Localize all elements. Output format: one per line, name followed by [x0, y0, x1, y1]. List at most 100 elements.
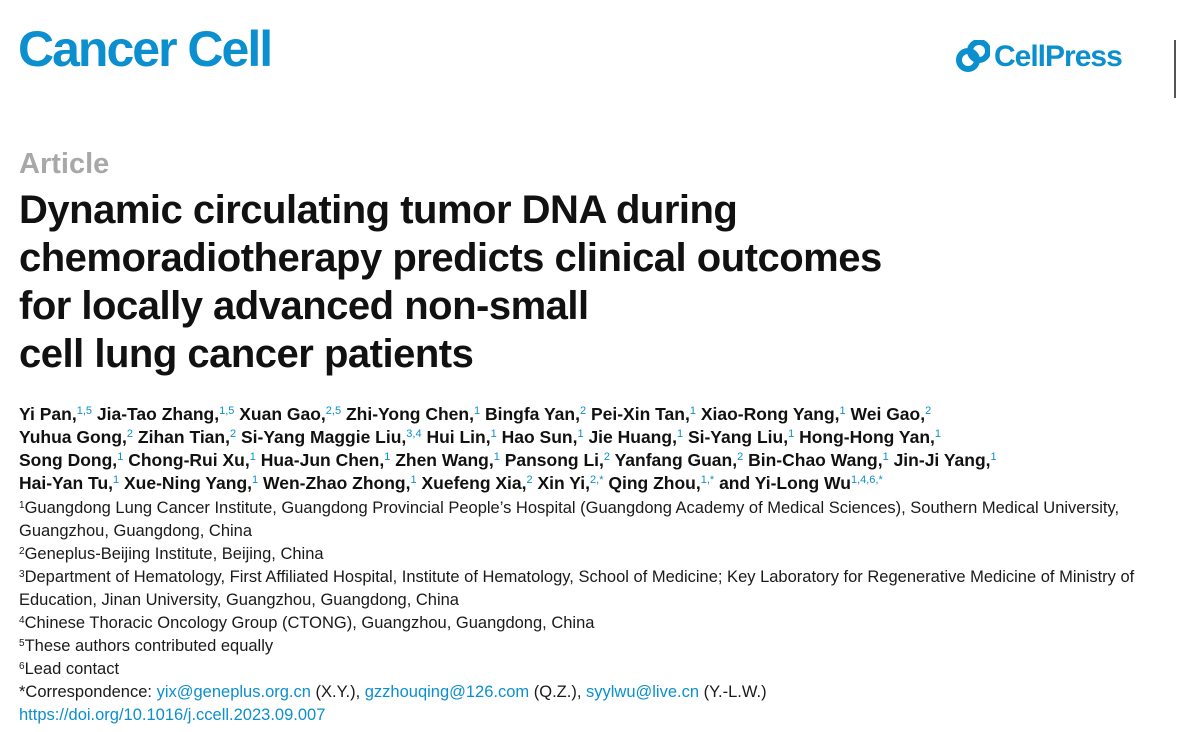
- author-affiliation-ref[interactable]: 2: [925, 405, 932, 417]
- author-name: Xiao-Rong Yang,: [700, 404, 840, 424]
- author-name: Zihan Tian,: [137, 427, 230, 447]
- author-affiliation-ref[interactable]: 1: [493, 451, 500, 463]
- author-affiliation-ref[interactable]: 2: [126, 428, 134, 440]
- author-line: Yuhua Gong,2 Zihan Tian,2 Si-Yang Maggie…: [19, 426, 1169, 449]
- title-line: for locally advanced non-small: [19, 284, 589, 328]
- affiliation-item: 6Lead contact: [19, 658, 1169, 681]
- affiliation-number: 1: [19, 500, 25, 511]
- author-affiliation-ref[interactable]: 1,4,6,*: [850, 474, 883, 486]
- author-affiliation-ref[interactable]: 1: [990, 451, 997, 463]
- author-affiliation-ref[interactable]: 2: [229, 428, 237, 440]
- publisher-logo[interactable]: CellPress: [956, 40, 1123, 74]
- author-affiliation-ref[interactable]: 1: [249, 451, 256, 463]
- author-affiliation-ref[interactable]: 1: [839, 405, 846, 417]
- affiliation-number: 3: [19, 569, 25, 580]
- author-name: Yanfang Guan,: [614, 450, 738, 470]
- affiliation-text: Chinese Thoracic Oncology Group (CTONG),…: [24, 614, 595, 632]
- author-name: Xin Yi,: [537, 473, 591, 493]
- article-type-label: Article: [19, 148, 110, 180]
- doi-link[interactable]: https://doi.org/10.1016/j.ccell.2023.09.…: [19, 706, 326, 724]
- author-name: Jie Huang,: [588, 427, 677, 447]
- author-affiliation-ref[interactable]: 1: [788, 428, 795, 440]
- publisher-name: CellPress: [994, 40, 1123, 73]
- author-affiliation-ref[interactable]: 1: [490, 428, 497, 440]
- email-link[interactable]: yix@geneplus.org.cn: [156, 683, 311, 701]
- author-line: Yi Pan,1,5 Jia-Tao Zhang,1,5 Xuan Gao,2,…: [19, 403, 1169, 426]
- affiliation-text: Geneplus-Beijing Institute, Beijing, Chi…: [24, 545, 324, 563]
- affiliation-text: Lead contact: [24, 660, 120, 678]
- author-name: Jin-Ji Yang,: [893, 450, 991, 470]
- author-name: Bingfa Yan,: [484, 404, 580, 424]
- title-line: cell lung cancer patients: [19, 332, 474, 376]
- author-name: Xuefeng Xia,: [421, 473, 527, 493]
- author-affiliation-ref[interactable]: 1: [252, 474, 259, 486]
- author-affiliation-ref[interactable]: 2: [526, 474, 533, 486]
- affiliation-text: These authors contributed equally: [24, 637, 274, 655]
- journal-title: Cancer Cell: [18, 21, 273, 77]
- title-line: Dynamic circulating tumor DNA during: [19, 188, 738, 232]
- author-affiliation-ref[interactable]: 1: [410, 474, 417, 486]
- author-affiliation-ref[interactable]: 1,*: [700, 474, 715, 486]
- affiliation-text: Guangdong Lung Cancer Institute, Guangdo…: [19, 499, 1120, 540]
- affiliation-text: Department of Hematology, First Affiliat…: [19, 568, 1135, 609]
- author-name: Yi Pan,: [19, 404, 77, 424]
- affiliation-number: 5: [19, 638, 25, 649]
- author-name: Wei Gao,: [850, 404, 926, 424]
- cellpress-logo-icon: [956, 40, 990, 72]
- author-name: Xuan Gao,: [239, 404, 326, 424]
- author-affiliation-ref[interactable]: 1,5: [76, 405, 93, 417]
- author-affiliation-ref[interactable]: 2,5: [325, 405, 342, 417]
- author-name: Hui Lin,: [426, 427, 491, 447]
- title-line: chemoradiotherapy predicts clinical outc…: [19, 236, 882, 280]
- author-affiliation-ref[interactable]: 1: [882, 451, 889, 463]
- correspondence: *Correspondence: yix@geneplus.org.cn (X.…: [19, 683, 767, 701]
- author-name: Hai-Yan Tu,: [19, 473, 113, 493]
- author-name: Zhi-Yong Chen,: [345, 404, 474, 424]
- author-line: Song Dong,1 Chong-Rui Xu,1 Hua-Jun Chen,…: [19, 449, 1169, 472]
- author-affiliation-ref[interactable]: 1: [676, 428, 684, 440]
- author-affiliation-ref[interactable]: 3,4: [406, 428, 422, 440]
- author-name: Jia-Tao Zhang,: [96, 404, 220, 424]
- author-affiliation-ref[interactable]: 2: [737, 451, 744, 463]
- affiliation-number: 6: [19, 661, 25, 672]
- author-affiliation-ref[interactable]: 1: [473, 405, 481, 417]
- author-name: Hong-Hong Yan,: [799, 427, 935, 447]
- author-name: Wen-Zhao Zhong,: [263, 473, 411, 493]
- author-name: Si-Yang Liu,: [687, 427, 789, 447]
- author-name: Qing Zhou,: [608, 473, 701, 493]
- author-name: Bin-Chao Wang,: [748, 450, 883, 470]
- author-affiliation-ref[interactable]: 1: [113, 474, 120, 486]
- author-name: Song Dong,: [19, 450, 118, 470]
- affiliation-item: 5These authors contributed equally: [19, 635, 1169, 658]
- email-link[interactable]: syylwu@live.cn: [586, 683, 700, 701]
- author-affiliation-ref[interactable]: 2: [579, 405, 587, 417]
- author-name: Pei-Xin Tan,: [590, 404, 690, 424]
- author-affiliation-ref[interactable]: 1: [689, 405, 696, 417]
- author-affiliation-ref[interactable]: 2: [603, 451, 611, 463]
- author-name: Hua-Jun Chen,: [260, 450, 385, 470]
- author-list: Yi Pan,1,5 Jia-Tao Zhang,1,5 Xuan Gao,2,…: [19, 403, 1169, 495]
- author-name: Zhen Wang,: [395, 450, 494, 470]
- author-line: Hai-Yan Tu,1 Xue-Ning Yang,1 Wen-Zhao Zh…: [19, 472, 1169, 495]
- author-affiliation-ref[interactable]: 2,*: [590, 474, 604, 486]
- author-affiliation-ref[interactable]: 1: [934, 428, 941, 440]
- author-name: Hao Sun,: [501, 427, 578, 447]
- affiliations: 1Guangdong Lung Cancer Institute, Guangd…: [19, 497, 1169, 727]
- author-affiliation-ref[interactable]: 1: [384, 451, 391, 463]
- author-name: Chong-Rui Xu,: [128, 450, 250, 470]
- author-affiliation-ref[interactable]: 1,5: [219, 405, 235, 417]
- affiliation-item: 2Geneplus-Beijing Institute, Beijing, Ch…: [19, 543, 1169, 566]
- author-name: Pansong Li,: [504, 450, 604, 470]
- affiliation-number: 2: [19, 546, 25, 557]
- affiliation-number: 4: [19, 615, 25, 626]
- author-affiliation-ref[interactable]: 1: [577, 428, 584, 440]
- email-link[interactable]: gzzhouqing@126.com: [364, 683, 530, 701]
- page-edge-divider: [1174, 40, 1176, 98]
- author-name: Yuhua Gong,: [19, 427, 127, 447]
- author-name: Si-Yang Maggie Liu,: [240, 427, 407, 447]
- author-affiliation-ref[interactable]: 1: [117, 451, 124, 463]
- affiliation-item: 3Department of Hematology, First Affilia…: [19, 566, 1169, 612]
- article-title: Dynamic circulating tumor DNA during che…: [19, 186, 1039, 378]
- affiliation-item: 1Guangdong Lung Cancer Institute, Guangd…: [19, 497, 1169, 543]
- affiliation-item: 4Chinese Thoracic Oncology Group (CTONG)…: [19, 612, 1169, 635]
